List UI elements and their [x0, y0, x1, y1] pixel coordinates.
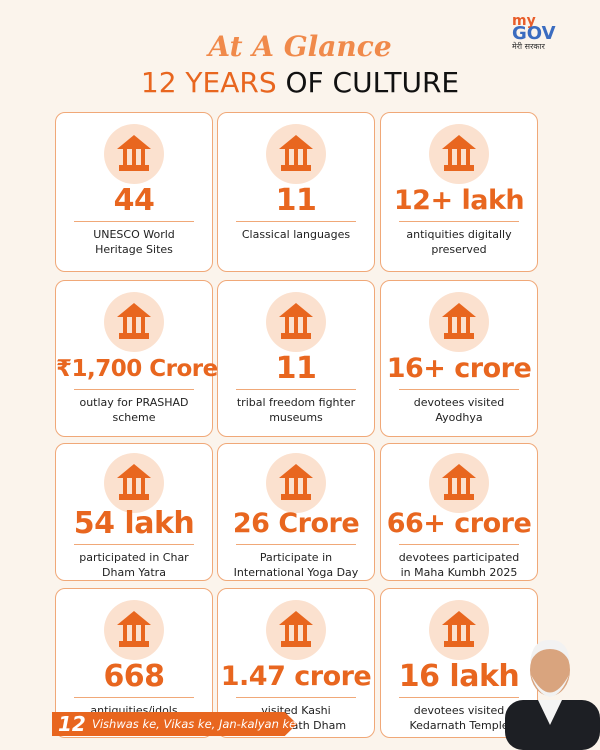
divider [236, 389, 356, 390]
divider [399, 389, 519, 390]
icon-shape [442, 464, 476, 500]
subtitle-highlight: 12 YEARS [140, 66, 277, 99]
collar [538, 700, 562, 725]
stat-card: 66+ crore devotees participated in Maha K… [380, 443, 538, 581]
stat-value: ₹1,700 Crore [56, 356, 218, 382]
card-icon [104, 600, 164, 660]
stat-description: Classical languages [241, 228, 351, 241]
stat-description: devotees participated in Maha Kumbh 2025 [398, 551, 520, 579]
beard [531, 675, 569, 697]
logo: my GOV मेरी सरकार [512, 14, 572, 51]
stat-value: 11 [275, 183, 317, 218]
vest [505, 700, 600, 750]
divider [74, 221, 194, 222]
card-icon [266, 600, 326, 660]
card-icon [429, 292, 489, 352]
logo-top: my [512, 13, 536, 29]
card-icon [266, 453, 326, 513]
card-icon [266, 124, 326, 184]
stat-card: 26 Crore Participate in International Yog… [217, 443, 375, 581]
stat-value: 16+ crore [386, 353, 532, 384]
stat-card: 44 UNESCO World Heritage Sites [55, 112, 213, 272]
icon-shape [442, 611, 476, 647]
icon-shape [117, 611, 151, 647]
icon-shape [279, 611, 313, 647]
stat-description: Participate in International Yoga Day [233, 551, 359, 579]
footer-tagline: Vishwas ke, Vikas ke, Jan-kalyan ke [92, 717, 297, 731]
divider [74, 389, 194, 390]
icon-shape [279, 135, 313, 171]
card-icon [429, 453, 489, 513]
stat-card: 12+ lakh antiquities digitally preserved [380, 112, 538, 272]
portrait [505, 639, 600, 750]
stat-value: 44 [113, 183, 155, 218]
title: At A Glance [208, 30, 392, 63]
icon-shape [442, 135, 476, 171]
footer-badge: 12 [58, 712, 86, 736]
stat-description: UNESCO World Heritage Sites [93, 228, 175, 256]
divider [399, 697, 519, 698]
stat-value: 11 [275, 351, 317, 386]
stat-description: tribal freedom fighter museums [236, 396, 356, 424]
divider [399, 544, 519, 545]
stat-value: 54 lakh [73, 506, 195, 541]
stat-value: 1.47 crore [220, 661, 372, 692]
stat-description: antiquities digitally preserved [406, 228, 512, 256]
icon-shape [279, 303, 313, 339]
stat-value: 16 lakh [398, 659, 520, 694]
icon-shape [442, 303, 476, 339]
stat-description: participated in Char Dham Yatra [79, 551, 189, 579]
hair [530, 639, 570, 663]
card-icon [104, 292, 164, 352]
card-icon [104, 453, 164, 513]
stat-value: 66+ crore [386, 508, 532, 539]
stat-description: devotees visited Ayodhya [413, 396, 505, 424]
stat-description: outlay for PRASHAD scheme [79, 396, 189, 424]
stat-card: ₹1,700 Crore outlay for PRASHAD scheme [55, 280, 218, 437]
stat-card: 11 Classical languages [217, 112, 375, 272]
divider [399, 221, 519, 222]
subtitle-rest: OF CULTURE [285, 66, 460, 99]
face [530, 644, 570, 696]
stat-value: 26 Crore [232, 508, 360, 539]
divider [236, 221, 356, 222]
icon-shape [117, 464, 151, 500]
stat-value: 12+ lakh [393, 185, 525, 216]
card-icon [266, 292, 326, 352]
icon-shape [279, 464, 313, 500]
subtitle: 12 YEARS OF CULTURE [0, 66, 600, 99]
card-icon [429, 124, 489, 184]
stat-card: 54 lakh participated in Char Dham Yatra [55, 443, 213, 581]
logo-sub: मेरी सरकार [512, 42, 545, 51]
icon-shape [117, 135, 151, 171]
logo-main: GOV [512, 23, 556, 44]
card-icon [429, 600, 489, 660]
footer-banner: 12 Vishwas ke, Vikas ke, Jan-kalyan ke [52, 712, 297, 736]
divider [236, 697, 356, 698]
stat-card: 11 tribal freedom fighter museums [217, 280, 375, 437]
card-icon [104, 124, 164, 184]
divider [74, 697, 194, 698]
icon-shape [117, 303, 151, 339]
stat-card: 1.47 crore visited Kashi Vishwanath Dham [217, 588, 375, 738]
divider [74, 544, 194, 545]
stat-value: 668 [103, 659, 165, 694]
stat-description: devotees visited Kedarnath Temple [409, 704, 509, 732]
stat-card: 16+ crore devotees visited Ayodhya [380, 280, 538, 437]
divider [236, 544, 356, 545]
